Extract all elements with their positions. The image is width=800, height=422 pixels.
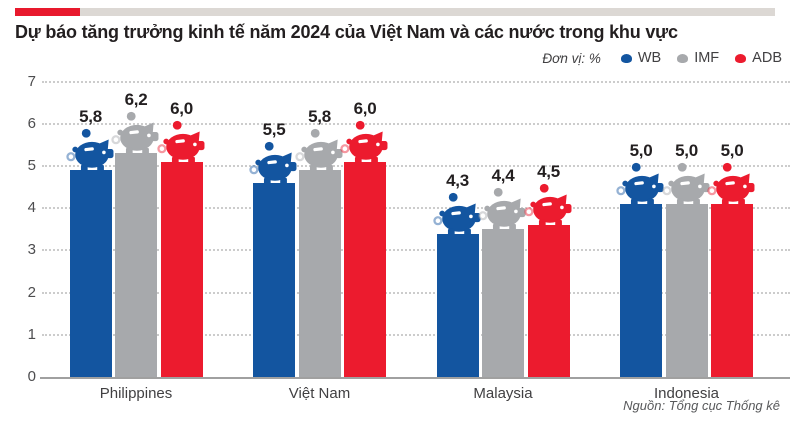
piggy-bank-icon [707, 162, 757, 206]
value-label: 5,8 [79, 107, 102, 127]
accent-gray-segment [80, 8, 775, 16]
legend-label: WB [637, 50, 662, 66]
gridline-y-7 [42, 80, 790, 83]
value-label: 5,0 [675, 140, 698, 160]
gridline-y-5 [42, 165, 790, 167]
legend-marker-icon [735, 53, 747, 63]
bar-imf-malaysia [482, 229, 524, 377]
gridline-y-4 [42, 207, 790, 210]
unit-label: Đơn vị: % [542, 50, 601, 66]
y-axis-tick-label: 1 [27, 325, 36, 343]
piggy-bank-icon [65, 128, 116, 172]
gridline-y-6 [42, 122, 790, 125]
legend-label: IMF [694, 50, 720, 66]
y-axis-tick-label: 4 [27, 199, 36, 217]
piggy-bank-icon [432, 192, 483, 236]
gridline-y-3 [42, 249, 790, 252]
value-label: 4,3 [446, 170, 469, 190]
legend-item-imf: IMF [677, 50, 719, 66]
legend-item-adb: ADB [735, 50, 782, 66]
gridline-y-1 [42, 333, 790, 336]
bar-adb-philippines [160, 161, 203, 377]
legend-label: ADB [752, 50, 782, 66]
source-credit: Nguồn: Tổng cục Thống kê [623, 398, 780, 413]
chart-title: Dự báo tăng trưởng kinh tế năm 2024 của … [15, 22, 678, 42]
y-axis-tick-label: 0 [27, 368, 36, 385]
y-axis-tick-label: 2 [27, 283, 36, 301]
x-axis-line [40, 377, 790, 379]
piggy-bank-icon [249, 141, 299, 185]
value-label: 5,0 [629, 140, 653, 160]
bar-wb-malaysia [436, 233, 479, 377]
piggy-bank-icon [616, 162, 666, 206]
bar-adb-việt-nam [344, 161, 386, 377]
piggy-bank-icon [478, 187, 528, 231]
piggy-bank-icon [294, 128, 345, 172]
legend-item-wb: WB [620, 50, 662, 66]
bar-wb-việt-nam [253, 182, 295, 377]
y-axis-tick-label: 6 [27, 114, 36, 132]
accent-red-segment [15, 8, 80, 16]
y-axis-tick-label: 3 [27, 241, 36, 259]
x-axis-category-label: Philippines [99, 385, 173, 402]
bar-wb-philippines [69, 170, 112, 377]
value-label: 5,0 [720, 140, 744, 160]
bar-imf-việt-nam [298, 170, 341, 377]
bar-adb-indonesia [711, 203, 753, 377]
bar-wb-indonesia [620, 203, 662, 377]
legend-marker-icon [677, 53, 689, 63]
legend: Đơn vị: % WB IMF ADB [542, 50, 782, 66]
piggy-bank-icon [661, 162, 712, 206]
piggy-bank-icon [156, 120, 207, 164]
bar-imf-indonesia [665, 203, 708, 377]
piggy-bank-icon [340, 120, 390, 164]
value-label: 5,5 [262, 119, 286, 139]
y-axis-tick-label: 7 [27, 72, 36, 90]
x-axis-category-label: Malaysia [473, 385, 533, 402]
value-label: 6,0 [353, 98, 377, 118]
gridline-y-2 [42, 291, 790, 294]
value-label: 6,0 [170, 98, 193, 118]
top-accent-bar [15, 8, 775, 16]
value-label: 5,8 [308, 107, 331, 127]
piggy-bank-icon [111, 111, 161, 155]
x-axis-category-label: Indonesia [653, 385, 720, 402]
piggy-bank-icon [523, 183, 574, 227]
value-label: 4,5 [537, 162, 560, 182]
legend-marker-icon [620, 53, 632, 63]
bar-imf-philippines [115, 153, 157, 377]
y-axis-tick-label: 5 [27, 157, 36, 174]
value-label: 6,2 [124, 90, 148, 110]
bar-adb-malaysia [527, 225, 570, 377]
x-axis-category-label: Việt Nam [288, 385, 351, 402]
value-label: 4,4 [491, 166, 515, 186]
